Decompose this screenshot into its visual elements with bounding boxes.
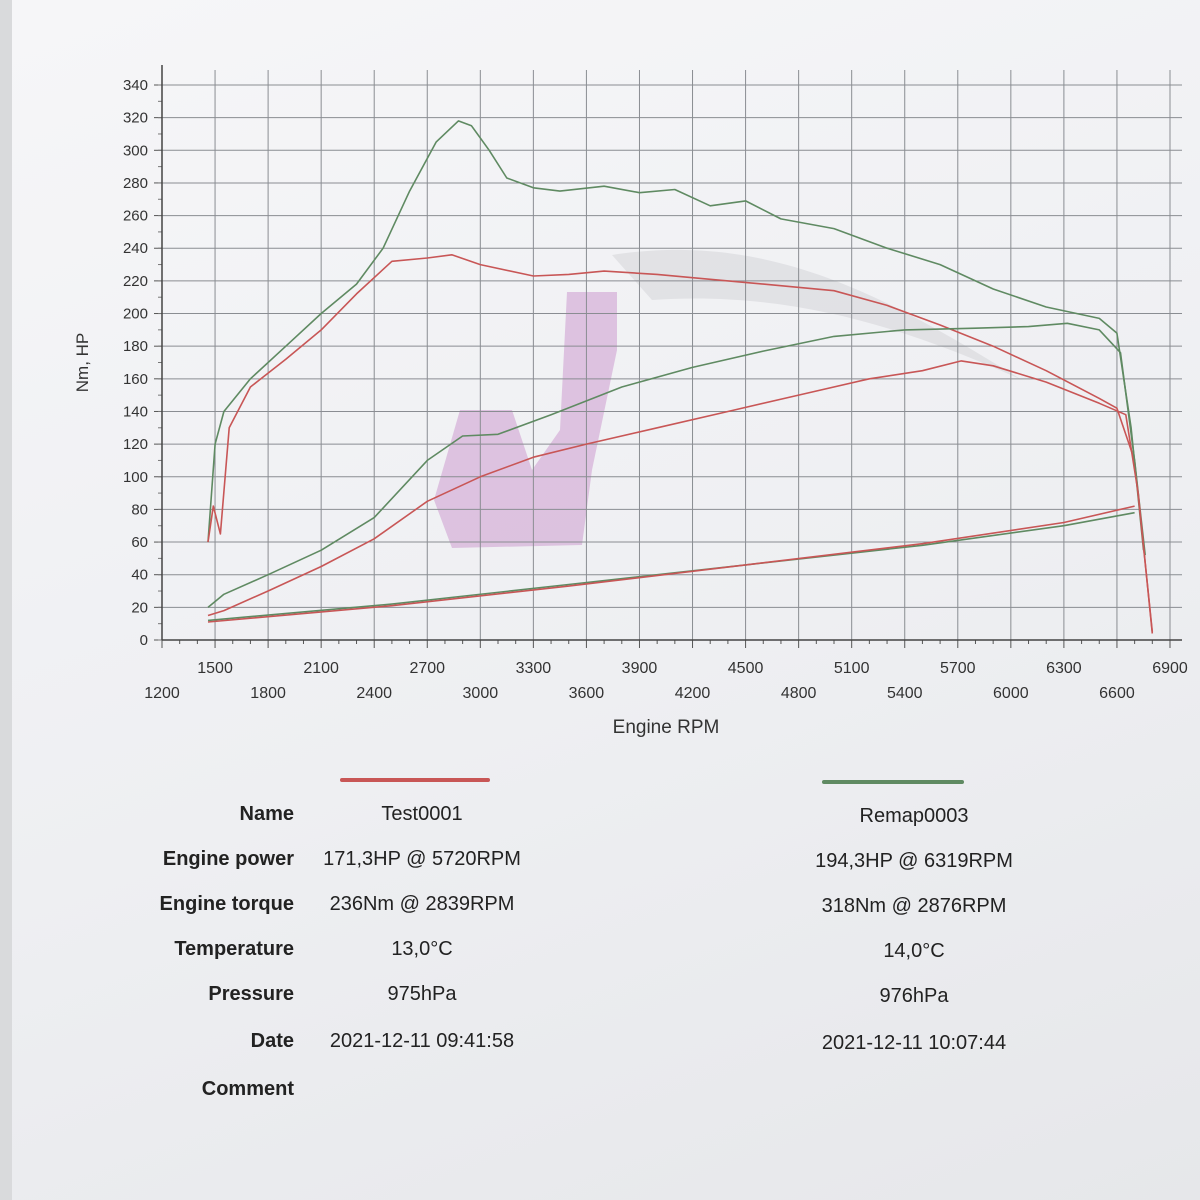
- y-tick-label: 200: [123, 306, 148, 323]
- dyno-chart: 0 20 40 60 80 100 120 140 160 180 200 220 240 260 280 3…: [73, 65, 1188, 738]
- y-tick-label: 160: [123, 371, 148, 388]
- y-tick-label: 260: [123, 208, 148, 225]
- test0001-value: 171,3HP @ 5720RPM: [323, 848, 521, 870]
- remap0003-value: Remap0003: [859, 805, 969, 827]
- x-tick-label: 4800: [781, 685, 817, 702]
- y-tick-label: 180: [123, 338, 148, 355]
- remap0003-value: 2021-12-11 10:07:44: [821, 1032, 1007, 1054]
- x-tick-label: 3900: [622, 660, 658, 677]
- x-tick-label: 3300: [516, 660, 552, 677]
- y-tick-label: 280: [123, 175, 148, 192]
- x-tick-label: 2400: [356, 685, 392, 702]
- remap0003-value: 976hPa: [879, 985, 949, 1007]
- x-tick-label: 2700: [409, 660, 445, 677]
- watermark-logo: [434, 249, 1022, 548]
- series-line-remap0003-coastdown: [207, 511, 1135, 622]
- x-tick-label: 1500: [197, 660, 233, 677]
- y-tick-label: 80: [131, 501, 148, 518]
- y-tick-label: 300: [123, 142, 148, 159]
- test0001-value: 2021-12-11 09:41:58: [329, 1030, 515, 1052]
- row-label: Engine torque: [159, 893, 294, 915]
- legend-swatch-remap0003: [822, 780, 964, 784]
- remap0003-value: 194,3HP @ 6319RPM: [815, 850, 1013, 872]
- row-label: Pressure: [208, 983, 294, 1005]
- test0001-value: Test0001: [381, 803, 463, 825]
- y-tick-label: 340: [123, 77, 148, 94]
- x-tick-label: 2100: [303, 660, 339, 677]
- x-tick-label: 6300: [1046, 660, 1082, 677]
- series-line-test0001-torque: [207, 254, 1154, 632]
- x-tick-label: 6600: [1099, 685, 1135, 702]
- row-label: Engine power: [162, 848, 294, 870]
- y-tick-label: 120: [123, 436, 148, 453]
- x-tick-label: 5100: [834, 660, 870, 677]
- row-label: Date: [250, 1030, 294, 1052]
- y-tick-label: 220: [123, 273, 148, 290]
- x-tick-label: 5700: [940, 660, 976, 677]
- remap0003-value: 14,0°C: [883, 940, 945, 962]
- y-tick-label: 60: [131, 534, 148, 551]
- test0001-value: 13,0°C: [391, 938, 453, 960]
- test0001-value: 236Nm @ 2839RPM: [329, 893, 515, 915]
- x-tick-label: 4500: [728, 660, 764, 677]
- y-tick-label: 240: [123, 240, 148, 257]
- y-tick-label: 320: [123, 110, 148, 127]
- y-axis-label: Nm, HP: [73, 333, 92, 393]
- y-tick-label: 100: [123, 469, 148, 486]
- x-tick-label: 6000: [993, 685, 1029, 702]
- y-tick-label: 20: [131, 599, 148, 616]
- row-label: Name: [239, 803, 294, 825]
- y-tick-label: 0: [140, 632, 148, 649]
- y-tick-label: 40: [131, 567, 148, 584]
- y-tick-label: 140: [123, 403, 148, 420]
- x-axis-label: Engine RPM: [613, 717, 720, 738]
- x-tick-label: 1200: [144, 685, 180, 702]
- series-line-remap0003-power: [207, 322, 1146, 609]
- legend-swatch-test0001: [340, 778, 490, 782]
- series-line-test0001-power: [207, 360, 1154, 634]
- series-line-remap0003-torque: [207, 120, 1145, 551]
- x-tick-label: 3600: [569, 685, 605, 702]
- row-label: Temperature: [174, 938, 294, 960]
- x-tick-label: 3000: [463, 685, 499, 702]
- x-tick-label: 6900: [1152, 660, 1188, 677]
- x-tick-label: 5400: [887, 685, 923, 702]
- test0001-value: 975hPa: [387, 983, 457, 1005]
- series-line-test0001-coastdown: [207, 505, 1135, 623]
- dyno-printout: 0 20 40 60 80 100 120 140 160 180 200 220 240 260 280 3…: [12, 0, 1200, 1200]
- row-label: Comment: [201, 1078, 294, 1100]
- x-tick-label: 4200: [675, 685, 711, 702]
- x-tick-label: 1800: [250, 685, 286, 702]
- remap0003-value: 318Nm @ 2876RPM: [821, 895, 1007, 917]
